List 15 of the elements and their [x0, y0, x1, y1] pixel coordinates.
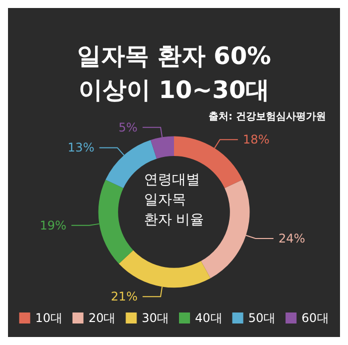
legend-label: 20대: [88, 311, 116, 325]
data-label: 5%: [118, 120, 138, 134]
chart-title: 일자목 환자 60% 이상이 10~30대: [76, 42, 272, 104]
legend-label: 50대: [248, 311, 276, 325]
legend-label: 30대: [142, 311, 170, 325]
legend-label: 40대: [195, 311, 222, 325]
data-label: 18%: [242, 132, 270, 147]
data-label: 19%: [40, 218, 66, 232]
data-label: 24%: [278, 231, 306, 246]
legend-label: 10대: [35, 311, 62, 325]
data-label: 13%: [68, 140, 94, 155]
legend-label: 60대: [302, 311, 329, 325]
source-note: 출처: 건강보험심사평가원: [208, 112, 326, 122]
text: 연령대별 일자목 환자 비율: [144, 172, 204, 228]
data-label: 21%: [110, 290, 138, 304]
